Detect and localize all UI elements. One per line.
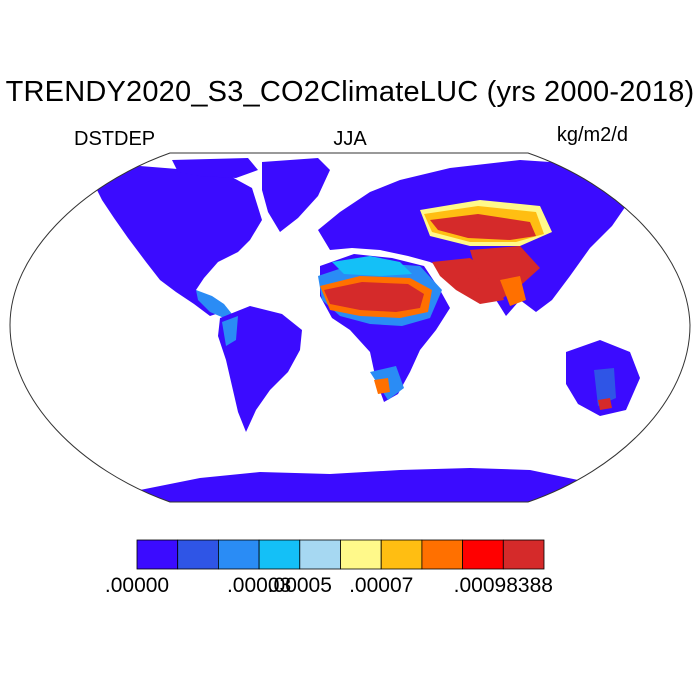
- arctic-islands: [172, 158, 258, 178]
- south-africa-orange: [374, 378, 390, 394]
- sahara-red: [324, 282, 424, 312]
- australia-red: [598, 398, 612, 410]
- colorbar-swatch: [217, 539, 260, 570]
- units-label: kg/m2/d: [556, 124, 628, 146]
- colorbar-tick-label: .00003: [226, 574, 292, 597]
- globe-outline: [9, 152, 691, 503]
- colorbar-swatch: [177, 539, 219, 570]
- colorbar-swatch: [136, 539, 179, 570]
- colorbar-swatch: [258, 539, 301, 570]
- south-america: [218, 306, 302, 432]
- north-africa-light: [332, 256, 412, 276]
- colorbar-tick-label: .00007: [349, 574, 414, 597]
- colorbar-tick-label: .00005: [267, 574, 332, 597]
- south-asia-red: [470, 246, 540, 300]
- colorbar-swatch: [462, 539, 504, 570]
- season-label: JJA: [333, 128, 367, 150]
- colorbar-swatch: [340, 539, 382, 570]
- colorbar-swatch: [502, 539, 545, 570]
- greenland: [262, 158, 330, 232]
- south-asia-orange: [500, 276, 526, 306]
- colorbar-swatch: [299, 539, 341, 570]
- variable-label: DSTDEP: [74, 128, 156, 150]
- antarctica: [140, 468, 578, 502]
- colorbar-swatch: [380, 539, 423, 570]
- colorbar-tick-label: .00098388: [453, 574, 553, 597]
- central-asia-red: [430, 214, 536, 240]
- australia-tint: [594, 368, 616, 406]
- colorbar-tick-label: .00000: [104, 574, 170, 597]
- central-america: [196, 290, 232, 318]
- south-america-west-tint: [222, 316, 238, 346]
- map-title: TRENDY2020_S3_CO2ClimateLUC (yrs 2000-20…: [5, 76, 695, 108]
- colorbar-swatch: [421, 539, 463, 570]
- north-america: [92, 166, 262, 316]
